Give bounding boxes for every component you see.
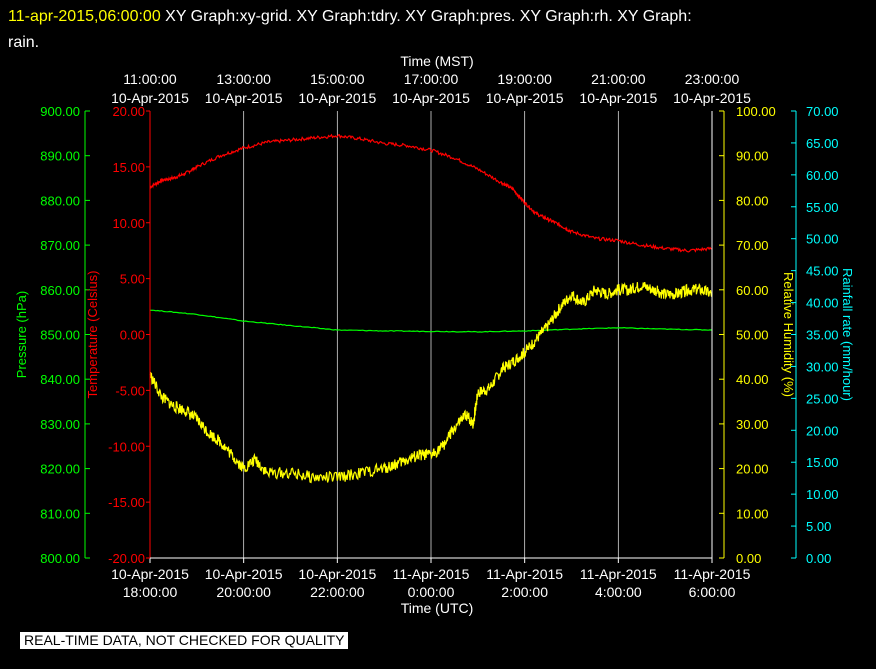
top-tick-date: 10-Apr-2015 — [111, 90, 189, 106]
bottom-tick-time: 18:00:00 — [123, 584, 178, 600]
humidity-tick-label: 40.00 — [736, 372, 769, 387]
pressure-tick-label: 840.00 — [40, 372, 80, 387]
pressure-tick-label: 810.00 — [40, 506, 80, 521]
rain-tick-label: 45.00 — [806, 264, 839, 279]
bottom-tick-time: 0:00:00 — [408, 584, 455, 600]
top-tick-time: 15:00:00 — [310, 71, 365, 87]
pressure-tick-label: 800.00 — [40, 551, 80, 566]
bottom-tick-date: 10-Apr-2015 — [111, 566, 189, 582]
humidity-tick-label: 0.00 — [736, 551, 761, 566]
bottom-tick-time: 20:00:00 — [216, 584, 271, 600]
temperature-tick-label: -15.00 — [108, 495, 145, 510]
top-tick-time: 23:00:00 — [685, 71, 740, 87]
humidity-tick-label: 90.00 — [736, 149, 769, 164]
pressure-axis-title: Pressure (hPa) — [14, 291, 29, 378]
rain-tick-label: 70.00 — [806, 104, 839, 119]
pressure-tick-label: 890.00 — [40, 149, 80, 164]
rain-tick-label: 35.00 — [806, 328, 839, 343]
chart-header: 11-apr-2015,06:00:00 XY Graph:xy-grid. X… — [8, 4, 868, 56]
temperature-tick-label: 15.00 — [112, 160, 145, 175]
rain-tick-label: 0.00 — [806, 551, 831, 566]
rain-tick-label: 15.00 — [806, 455, 839, 470]
humidity-tick-label: 60.00 — [736, 283, 769, 298]
series-line-tdry — [149, 133, 713, 253]
top-axis-title: Time (MST) — [400, 53, 473, 69]
bottom-tick-date: 10-Apr-2015 — [205, 566, 283, 582]
plot-area — [149, 111, 713, 558]
pressure-tick-label: 900.00 — [40, 104, 80, 119]
bottom-tick-date: 11-Apr-2015 — [674, 566, 751, 582]
quality-disclaimer: REAL-TIME DATA, NOT CHECKED FOR QUALITY — [20, 632, 349, 649]
pressure-tick-label: 820.00 — [40, 462, 80, 477]
top-tick-time: 17:00:00 — [404, 71, 459, 87]
bottom-tick-time: 6:00:00 — [689, 584, 736, 600]
bottom-tick-date: 11-Apr-2015 — [486, 566, 563, 582]
temperature-tick-label: 0.00 — [120, 328, 145, 343]
rain-tick-label: 25.00 — [806, 391, 839, 406]
top-tick-time: 11:00:00 — [123, 71, 177, 87]
rain-tick-label: 5.00 — [806, 519, 831, 534]
bottom-tick-time: 2:00:00 — [501, 584, 548, 600]
rain-tick-label: 55.00 — [806, 200, 839, 215]
humidity-tick-label: 80.00 — [736, 193, 769, 208]
axes: 11:00:00 10-Apr-2015 13:00:00 10-Apr-2015 15… — [14, 53, 855, 616]
bottom-tick-time: 4:00:00 — [595, 584, 642, 600]
top-tick-date: 10-Apr-2015 — [579, 90, 657, 106]
rain-tick-label: 20.00 — [806, 423, 839, 438]
pressure-tick-label: 850.00 — [40, 328, 80, 343]
temperature-tick-label: 20.00 — [112, 104, 145, 119]
top-tick-date: 10-Apr-2015 — [392, 90, 470, 106]
bottom-tick-date: 11-Apr-2015 — [393, 566, 470, 582]
temperature-tick-label: -5.00 — [115, 383, 145, 398]
bottom-tick-date: 11-Apr-2015 — [580, 566, 657, 582]
timestamp: 11-apr-2015,06:00:00 — [8, 8, 161, 25]
pressure-tick-label: 860.00 — [40, 283, 80, 298]
series-line-rh — [149, 281, 713, 484]
rain-tick-label: 50.00 — [806, 232, 839, 247]
rain-tick-label: 60.00 — [806, 168, 839, 183]
top-tick-time: 21:00:00 — [591, 71, 646, 87]
humidity-tick-label: 30.00 — [736, 417, 769, 432]
top-tick-time: 19:00:00 — [497, 71, 552, 87]
temperature-tick-label: 5.00 — [120, 272, 145, 287]
rain-tick-label: 10.00 — [806, 487, 839, 502]
humidity-axis-title: Relative Humidity (%) — [781, 272, 796, 397]
temperature-tick-label: -20.00 — [108, 551, 145, 566]
rain-tick-label: 40.00 — [806, 296, 839, 311]
pressure-tick-label: 830.00 — [40, 417, 80, 432]
top-tick-date: 10-Apr-2015 — [486, 90, 564, 106]
pressure-tick-label: 880.00 — [40, 193, 80, 208]
humidity-tick-label: 20.00 — [736, 462, 769, 477]
series-line-pres — [149, 309, 713, 333]
bottom-tick-date: 10-Apr-2015 — [298, 566, 376, 582]
top-tick-time: 13:00:00 — [216, 71, 271, 87]
humidity-tick-label: 70.00 — [736, 238, 769, 253]
rain-tick-label: 30.00 — [806, 359, 839, 374]
graph-list-tail: rain. — [8, 34, 40, 51]
top-tick-date: 10-Apr-2015 — [298, 90, 376, 106]
humidity-tick-label: 50.00 — [736, 328, 769, 343]
temperature-axis-title: Temperature (Celsius) — [85, 271, 100, 399]
bottom-axis-title: Time (UTC) — [401, 600, 474, 616]
temperature-tick-label: 10.00 — [112, 216, 145, 231]
humidity-tick-label: 100.00 — [736, 104, 776, 119]
humidity-tick-label: 10.00 — [736, 506, 769, 521]
top-tick-date: 10-Apr-2015 — [673, 90, 751, 106]
temperature-tick-label: -10.00 — [108, 439, 145, 454]
top-tick-date: 10-Apr-2015 — [205, 90, 283, 106]
pressure-tick-label: 870.00 — [40, 238, 80, 253]
bottom-tick-time: 22:00:00 — [310, 584, 365, 600]
rain-axis-title: Rainfall rate (mm/hour) — [840, 268, 855, 401]
graph-list: XY Graph:xy-grid. XY Graph:tdry. XY Grap… — [165, 8, 692, 25]
rain-tick-label: 65.00 — [806, 136, 839, 151]
